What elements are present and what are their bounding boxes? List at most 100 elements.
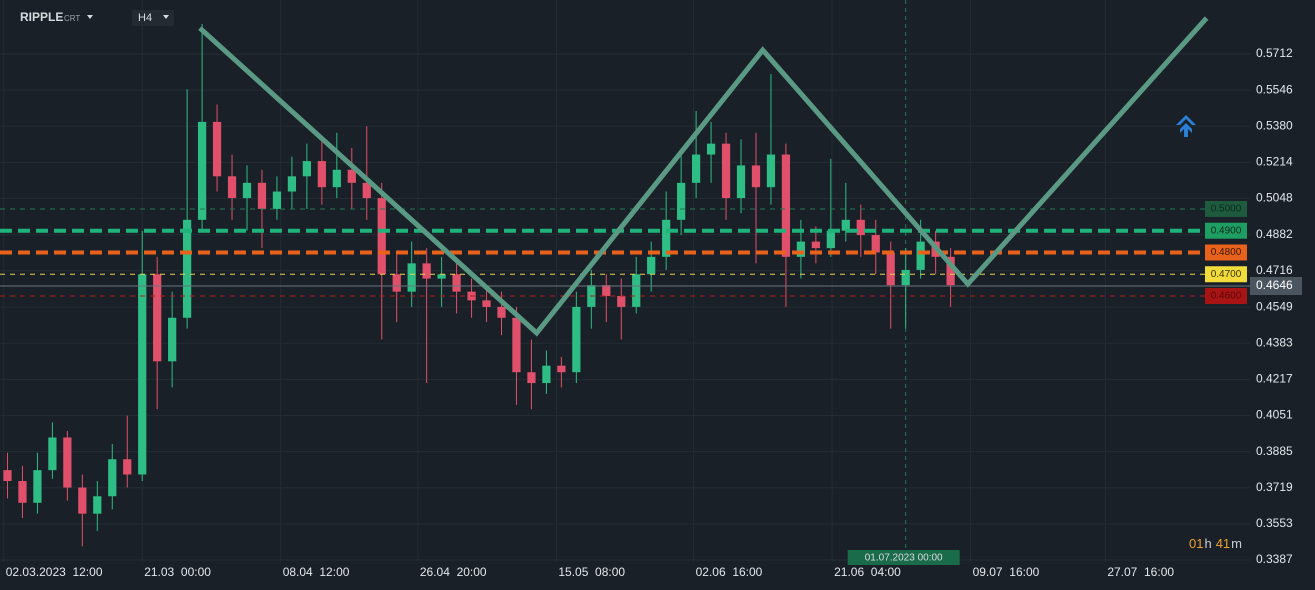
candle-body xyxy=(78,487,87,514)
timeframe-button[interactable] xyxy=(132,10,174,26)
candle-body xyxy=(781,154,791,257)
candle-body xyxy=(33,470,42,503)
candle-body xyxy=(422,263,431,279)
y-tick-label: 0.3885 xyxy=(1256,444,1293,458)
crosshair-label-box xyxy=(847,550,960,565)
candle-body xyxy=(482,300,491,307)
x-tick-label: 02.06 16:00 xyxy=(696,565,763,579)
candle-body xyxy=(212,121,222,177)
candle-body xyxy=(662,219,671,257)
candle-body xyxy=(362,182,371,199)
countdown-part: h xyxy=(1204,536,1211,551)
candle-body xyxy=(602,285,611,297)
x-tick-label: 26.04 20:00 xyxy=(420,565,487,579)
candle-body xyxy=(527,372,536,384)
x-tick-label: 15.05 08:00 xyxy=(558,565,625,579)
candle-body xyxy=(617,296,626,307)
candle-body xyxy=(242,182,252,199)
candle-body xyxy=(632,274,641,307)
y-tick-label: 0.4716 xyxy=(1256,263,1293,277)
level-label-box xyxy=(1205,222,1247,239)
y-tick-label: 0.3553 xyxy=(1256,516,1293,530)
candle-body xyxy=(572,306,581,373)
candle-body xyxy=(706,143,716,155)
candle-body xyxy=(138,274,147,475)
level-label: 0.5000 xyxy=(1211,204,1242,215)
candle-body xyxy=(183,219,192,318)
dropdown-icon[interactable] xyxy=(87,15,93,19)
level-label-box xyxy=(1205,244,1247,261)
candle-body xyxy=(287,176,297,192)
candle-body xyxy=(542,365,551,384)
x-tick-label: 27.07 16:00 xyxy=(1107,565,1174,579)
y-tick-label: 0.4882 xyxy=(1256,227,1293,241)
candle-body xyxy=(856,219,865,236)
y-tick-label: 0.5712 xyxy=(1256,46,1293,60)
y-tick-label: 0.5048 xyxy=(1256,191,1293,205)
candle-body xyxy=(123,459,132,475)
candle-body xyxy=(886,252,895,286)
dropdown-icon[interactable] xyxy=(163,15,169,19)
buy-arrow-icon[interactable] xyxy=(1176,115,1196,137)
candle-body xyxy=(93,496,102,514)
plot: 0.5000 0.4900 0.4800 0.4700 0.4600 xyxy=(0,0,1250,562)
y-tick-label: 0.4549 xyxy=(1256,299,1293,313)
candle-body xyxy=(168,317,177,362)
candle-body xyxy=(647,256,656,275)
candle-body xyxy=(108,459,117,497)
candle-body xyxy=(841,219,850,231)
candle-body xyxy=(48,437,57,471)
y-tick-label: 0.3719 xyxy=(1256,480,1293,494)
candle-body xyxy=(796,241,806,257)
candle-body xyxy=(63,437,72,488)
candle-body xyxy=(512,317,521,373)
symbol[interactable]: RIPPLE xyxy=(20,10,63,24)
candle-body xyxy=(916,241,925,270)
candle-body xyxy=(407,263,416,292)
candle-body xyxy=(826,230,835,249)
candle-body xyxy=(691,154,701,183)
level-label-box xyxy=(1205,288,1247,305)
y-tick-label: 0.4383 xyxy=(1256,335,1293,349)
candle-body xyxy=(677,182,686,220)
zigzag-drawing xyxy=(198,16,1209,337)
y-tick-label: 0.5214 xyxy=(1256,155,1293,169)
candle-body xyxy=(721,143,731,199)
candle-body xyxy=(557,365,566,373)
level-label: 0.4700 xyxy=(1211,269,1242,280)
level-label-box xyxy=(1205,266,1247,283)
candle-body xyxy=(497,306,506,318)
countdown-part: 41 xyxy=(1216,536,1230,551)
y-tick-label: 0.5546 xyxy=(1256,82,1293,96)
symbol-type: CRT xyxy=(64,14,80,23)
candle-body xyxy=(197,121,207,220)
candle-body xyxy=(153,274,162,362)
y-tick-label: 0.5380 xyxy=(1256,118,1293,132)
x-tick-label: 21.06 04:00 xyxy=(834,565,901,579)
candle-body xyxy=(811,241,820,249)
countdown: 01h 41m xyxy=(1189,536,1242,551)
candle-body xyxy=(751,165,761,188)
candle-body xyxy=(392,274,401,292)
candle-body xyxy=(377,198,386,275)
x-tick-label: 21.03 00:00 xyxy=(144,565,211,579)
x-tick-label: 02.03.2023 12:00 xyxy=(6,565,103,579)
candle-body xyxy=(452,274,461,292)
current-price-label: 0.4646 xyxy=(1256,278,1293,292)
timeframe[interactable]: H4 xyxy=(138,12,152,24)
candle-body xyxy=(3,470,12,482)
candle-body xyxy=(901,269,910,286)
x-tick-label: 08.04 12:00 xyxy=(283,565,350,579)
candle-body xyxy=(736,165,746,199)
x-tick-label: 09.07 16:00 xyxy=(973,565,1040,579)
y-tick-label: 0.4051 xyxy=(1256,408,1293,422)
candle-body xyxy=(871,235,880,253)
countdown-part: 01 xyxy=(1189,536,1203,551)
candle-body xyxy=(302,161,312,177)
candle-body xyxy=(766,154,776,188)
y-tick-label: 0.4217 xyxy=(1256,372,1293,386)
level-label-box xyxy=(1205,200,1247,217)
candle-body xyxy=(18,481,27,503)
current-price-box xyxy=(1250,277,1302,295)
